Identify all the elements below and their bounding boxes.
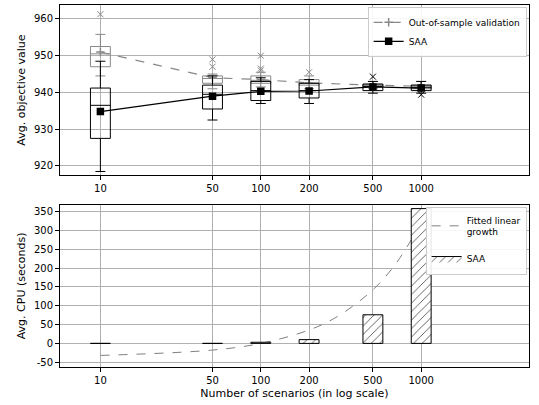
svg-text:1000: 1000 — [408, 375, 433, 386]
svg-text:Avg. objective value: Avg. objective value — [15, 34, 28, 145]
svg-text:500: 500 — [363, 375, 382, 386]
svg-text:100: 100 — [251, 375, 270, 386]
svg-text:50: 50 — [206, 375, 219, 386]
svg-text:10: 10 — [94, 183, 107, 194]
svg-text:250: 250 — [34, 244, 53, 255]
svg-text:350: 350 — [34, 206, 53, 217]
svg-text:300: 300 — [34, 225, 53, 236]
svg-text:500: 500 — [363, 183, 382, 194]
svg-text:960: 960 — [34, 13, 53, 24]
svg-text:Fitted lineargrowth: Fitted lineargrowth — [467, 215, 521, 237]
svg-text:200: 200 — [300, 375, 319, 386]
svg-text:200: 200 — [300, 183, 319, 194]
svg-text:150: 150 — [34, 281, 53, 292]
svg-text:SAA: SAA — [467, 254, 486, 264]
svg-text:10: 10 — [94, 375, 107, 386]
svg-text:920: 920 — [34, 160, 53, 171]
svg-text:200: 200 — [34, 263, 53, 274]
svg-text:930: 930 — [34, 124, 53, 135]
svg-text:SAA: SAA — [409, 37, 428, 47]
svg-text:-50: -50 — [37, 357, 53, 368]
svg-text:100: 100 — [34, 300, 53, 311]
svg-text:950: 950 — [34, 50, 53, 61]
svg-text:0: 0 — [47, 338, 53, 349]
svg-text:50: 50 — [40, 319, 53, 330]
svg-text:Out-of-sample validation: Out-of-sample validation — [409, 18, 520, 28]
svg-text:Avg. CPU (seconds): Avg. CPU (seconds) — [15, 233, 28, 340]
svg-text:Number of scenarios (in log sc: Number of scenarios (in log scale) — [200, 387, 388, 400]
svg-text:100: 100 — [251, 183, 270, 194]
svg-text:50: 50 — [206, 183, 219, 194]
svg-text:1000: 1000 — [408, 183, 433, 194]
svg-text:940: 940 — [34, 87, 53, 98]
